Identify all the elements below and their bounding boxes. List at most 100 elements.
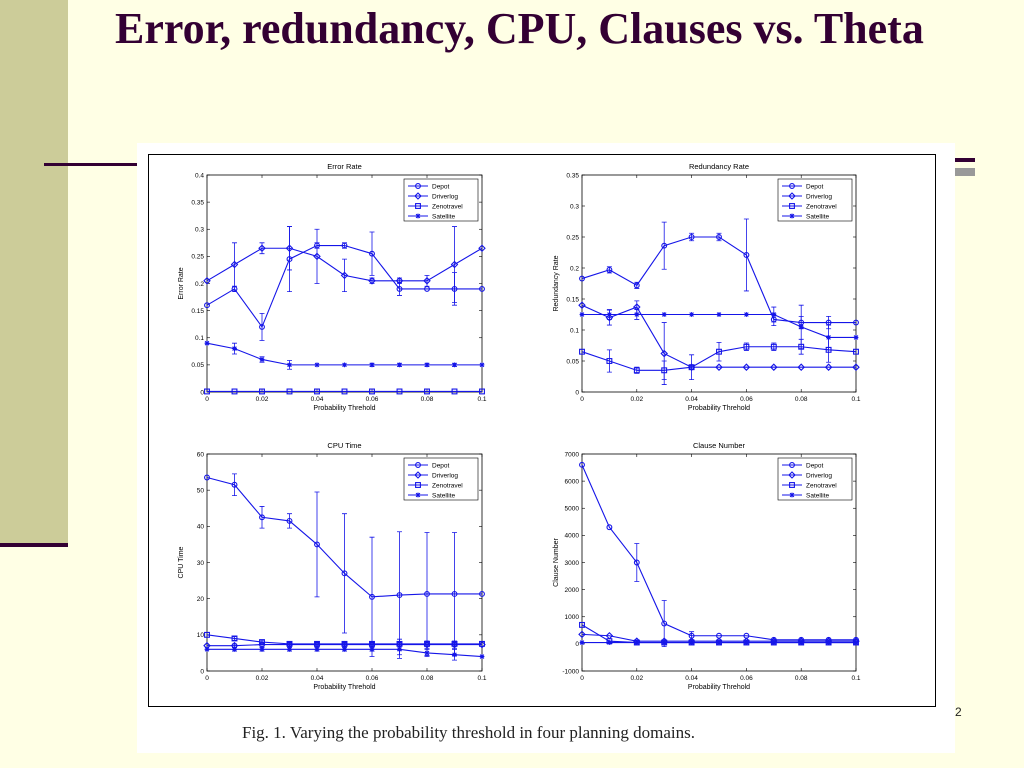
x-tick-label: 0 <box>580 396 584 403</box>
data-point <box>287 362 292 368</box>
x-tick-label: 0.08 <box>795 396 808 403</box>
data-point <box>424 591 430 597</box>
data-point <box>287 646 292 652</box>
data-point <box>716 312 722 317</box>
data-point <box>579 461 585 468</box>
legend-label: Driverlog <box>432 193 458 200</box>
data-point <box>369 388 375 395</box>
y-tick-label: 0 <box>200 389 204 396</box>
data-point <box>716 640 722 645</box>
data-point <box>605 313 614 322</box>
chart-title: Redundancy Rate <box>689 162 749 171</box>
data-point <box>661 640 667 645</box>
y-tick-label: -1000 <box>562 668 579 675</box>
sidebar-accent <box>0 0 68 545</box>
data-point <box>633 559 640 566</box>
data-point <box>479 654 485 659</box>
data-point <box>479 591 485 597</box>
x-axis-label: Probability Threhold <box>313 684 375 691</box>
error-bar <box>232 636 237 641</box>
x-tick-label: 0.1 <box>477 675 486 682</box>
y-tick-label: 0.35 <box>191 199 204 206</box>
legend-marker <box>414 471 422 479</box>
data-point <box>826 335 831 340</box>
data-point <box>661 312 667 317</box>
data-point <box>689 640 694 645</box>
title-rule-right-shadow <box>955 168 975 176</box>
data-point <box>852 363 860 371</box>
legend: Depot Driverlog Zenotravel Satellite <box>777 178 853 222</box>
error-bar <box>314 641 320 647</box>
data-point <box>341 388 348 395</box>
series-driverlog <box>578 300 860 385</box>
data-point <box>853 640 859 645</box>
error-bar <box>716 342 722 362</box>
y-tick-label: 3000 <box>565 560 580 567</box>
plots-canvas: Error Rate 0 0.02 0.04 0.06 0.08 0.1 0 0.05 0.1 0.… <box>178 162 861 691</box>
legend-marker <box>788 192 796 200</box>
data-point <box>231 388 238 395</box>
y-tick-label: 4000 <box>565 533 580 540</box>
y-tick-label: 40 <box>197 524 205 531</box>
data-point <box>396 388 403 395</box>
series-satellite <box>579 304 859 351</box>
chart-title: Clause Number <box>693 441 746 450</box>
data-point <box>451 640 458 647</box>
error-bar <box>661 221 667 270</box>
error-bar <box>232 242 237 287</box>
error-bar <box>369 641 375 647</box>
series-satellite <box>204 643 485 661</box>
data-point <box>607 640 612 645</box>
title-rule-right <box>955 158 975 162</box>
data-point <box>259 323 265 330</box>
legend-label: Satellite <box>432 213 456 220</box>
series-line <box>581 304 856 368</box>
error-bar <box>259 312 265 341</box>
data-point <box>853 348 859 355</box>
chart-cpu-time: CPU Time 0 0.02 0.04 0.06 0.08 0.1 0 10 20 30 40 50 6… <box>178 441 487 691</box>
error-bar <box>743 218 749 292</box>
legend-label: Zenotravel <box>432 203 463 210</box>
legend-label: Satellite <box>806 492 830 499</box>
data-point <box>369 593 375 600</box>
y-tick-label: 0.25 <box>191 254 204 261</box>
y-tick-label: 5000 <box>565 506 580 513</box>
data-point <box>258 244 266 253</box>
data-point <box>424 650 430 656</box>
legend-label: Driverlog <box>806 193 832 200</box>
data-point <box>743 343 750 350</box>
data-point <box>204 388 210 395</box>
legend-marker <box>414 192 422 200</box>
error-bar <box>342 513 347 634</box>
data-point <box>634 312 640 317</box>
error-bar <box>259 506 265 529</box>
data-point <box>578 630 586 639</box>
data-point <box>479 362 485 368</box>
y-tick-label: 2000 <box>565 587 580 594</box>
x-tick-label: 0.08 <box>795 675 808 682</box>
data-point <box>259 646 265 652</box>
y-axis-label: Clause Number <box>553 538 560 587</box>
data-point <box>341 570 348 577</box>
data-point <box>716 234 722 240</box>
data-point <box>424 640 430 647</box>
data-point <box>259 357 265 362</box>
y-tick-label: 6000 <box>565 478 580 485</box>
y-axis-label: Error Rate <box>178 267 185 299</box>
data-point <box>771 640 777 645</box>
y-tick-label: 30 <box>197 560 205 567</box>
x-tick-label: 0.08 <box>421 396 434 403</box>
series-depot <box>204 473 485 659</box>
y-tick-label: 0.3 <box>570 203 579 210</box>
legend-label: Driverlog <box>432 472 458 479</box>
data-point <box>771 312 777 317</box>
y-axis-label: Redundancy Rate <box>553 255 560 311</box>
legend-label: Depot <box>432 183 450 190</box>
data-point <box>770 343 777 350</box>
data-point <box>579 348 585 355</box>
data-point <box>395 277 404 285</box>
chart-title: Error Rate <box>327 162 362 171</box>
series-satellite <box>579 640 859 645</box>
data-point <box>369 250 375 257</box>
data-point <box>478 244 486 253</box>
